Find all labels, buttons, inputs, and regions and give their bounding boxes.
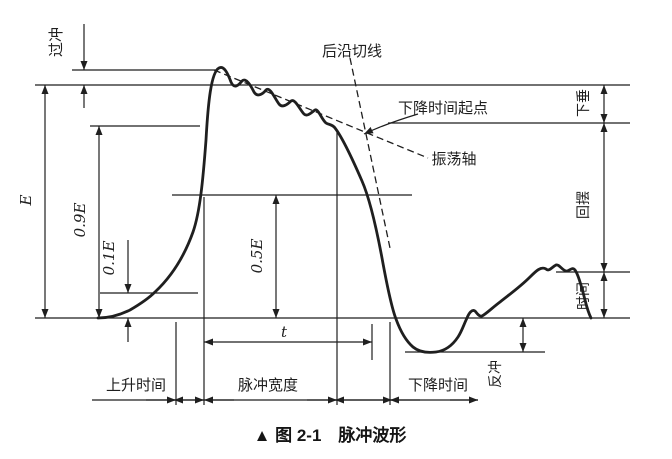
tangent-label: 后沿切线 [322,43,382,60]
figure-caption: ▲ 图 2-1 脉冲波形 [254,425,407,445]
amplitude-dimensions [41,24,280,342]
trailing-edge-tangent-line [349,57,391,249]
fall-time-label: 下降时间 [408,377,468,394]
time-span-label: 时间 [575,282,591,310]
level-0-9e-label: 0.9E [71,203,89,238]
rise-time-label: 上升时间 [106,377,166,394]
construction-lines [213,57,429,249]
osc-axis-label: 振荡轴 [431,151,476,168]
pulse-waveform-curve [96,66,593,354]
droop-label: 下垂 [575,89,591,117]
level-0-5e-label: 0.5E [248,239,266,274]
backswing-label: 回摆 [575,191,591,219]
oscillation-axis-line [213,69,429,159]
pulse-width-label: 脉冲宽度 [238,377,298,394]
amplitude-label: E [17,194,35,206]
level-0-1e-label: 0.1E [100,241,118,276]
reference-lines [35,69,630,353]
recoil-label: 反冲 [487,360,503,388]
overshoot-label: 过冲 [48,27,65,57]
fall-start-label: 下降时间起点 [398,100,488,117]
t-label: t [281,323,288,341]
fall-start-leader-arrow [363,113,419,135]
